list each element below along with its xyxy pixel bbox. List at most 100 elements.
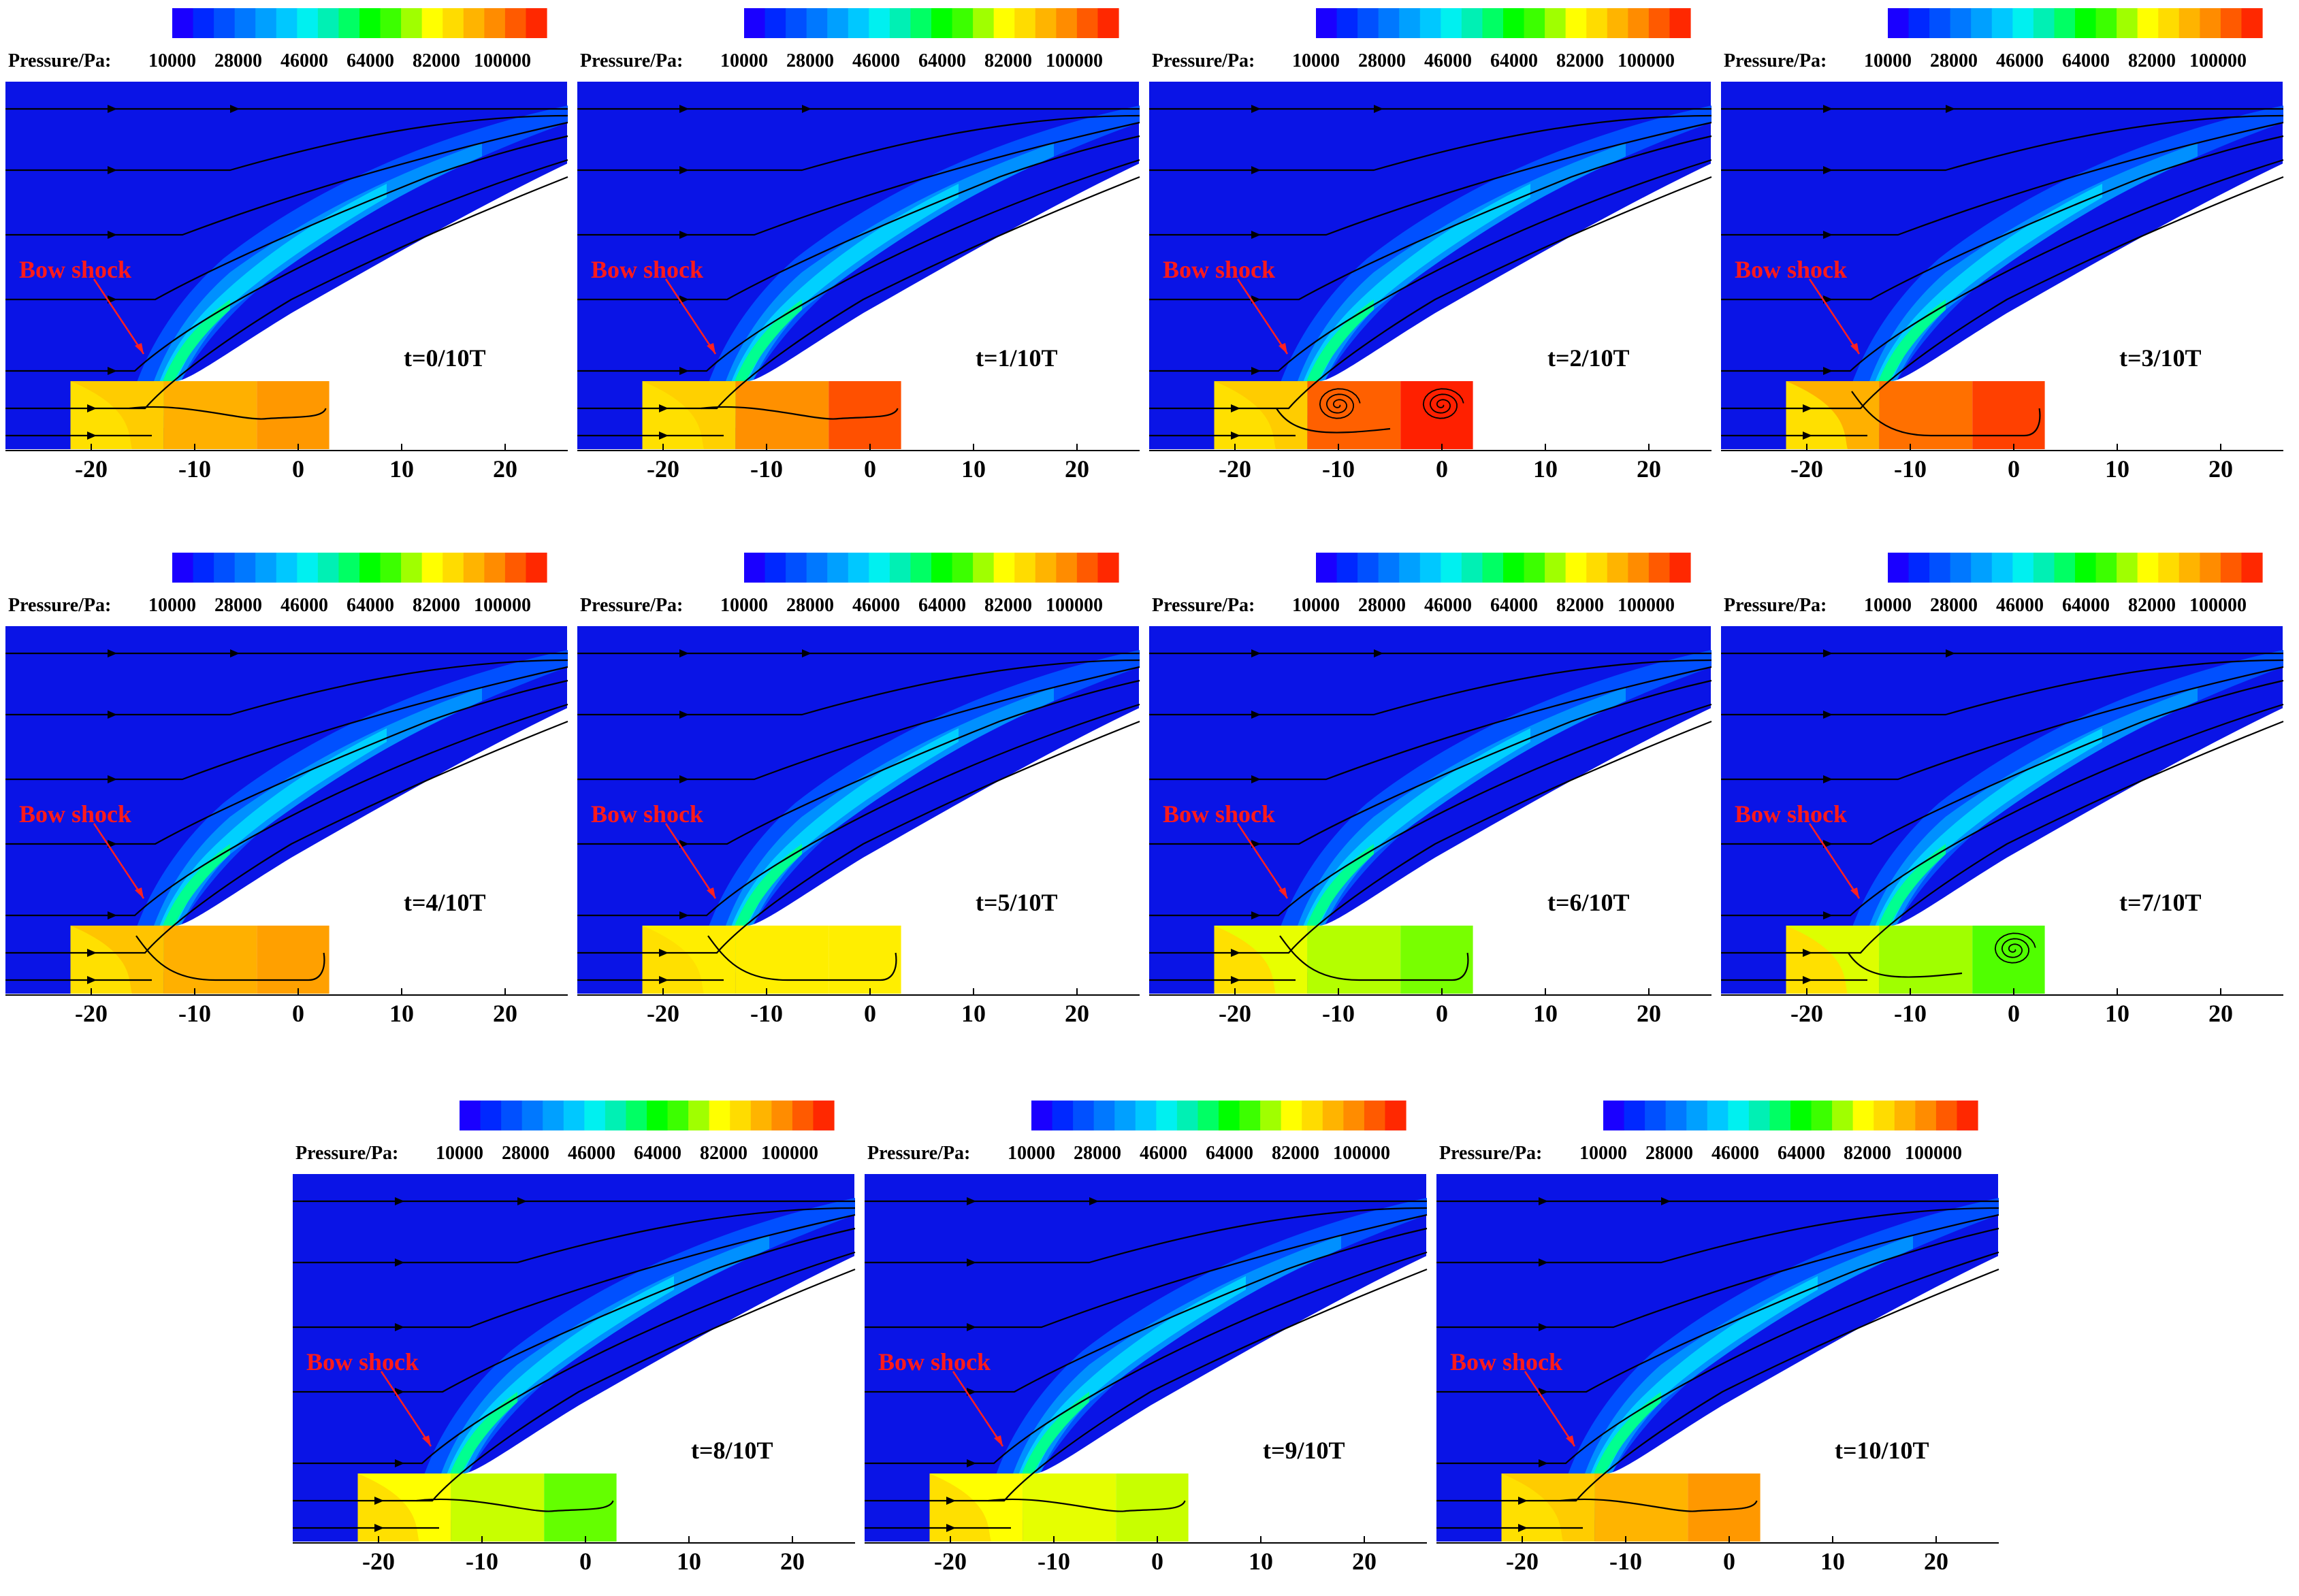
bow-shock-arrow	[93, 823, 145, 899]
contour-plot	[1721, 8, 2284, 451]
streamline	[1721, 135, 2284, 301]
colorbar	[172, 8, 547, 38]
colorbar-swatch	[338, 8, 360, 38]
streamline	[5, 121, 568, 236]
streamline-arrow	[1539, 1323, 1548, 1331]
streamline	[1149, 121, 1712, 236]
colorbar-swatch	[359, 8, 381, 38]
streamline-arrow	[659, 949, 669, 957]
colorbar-swatch	[1097, 8, 1119, 38]
streamlines	[577, 108, 1140, 437]
streamline	[1149, 659, 1712, 716]
colorbar-swatch	[1461, 8, 1483, 38]
colorbar-swatch	[1628, 8, 1650, 38]
colorbar-swatch	[1056, 553, 1078, 583]
bow-shock-arrowhead	[1279, 343, 1287, 354]
streamline-arrow	[1518, 1524, 1528, 1532]
colorbar-swatch	[744, 8, 766, 38]
streamline	[577, 159, 1140, 372]
shock-layer-band	[1282, 143, 1626, 449]
body-wall	[1319, 708, 1711, 994]
colorbar-swatch	[1385, 1101, 1406, 1130]
streamline-arrow	[1089, 1197, 1099, 1205]
colorbar-swatch	[1135, 1101, 1157, 1130]
streamline-arrow	[1803, 949, 1812, 957]
colorbar-swatch	[709, 1101, 730, 1130]
streamline	[293, 1227, 856, 1393]
stagnation-zone	[1501, 1473, 1563, 1542]
colorbar-swatch	[526, 8, 547, 38]
stagnation-zone	[642, 926, 704, 994]
colorbar-swatch	[1260, 1101, 1282, 1130]
streamline-arrow	[679, 649, 689, 657]
streamline-arrow	[1231, 431, 1240, 440]
streamline-arrow	[946, 1497, 956, 1505]
colorbar-swatch	[889, 553, 912, 583]
contour-panel: Pressure/Pa: 10000 28000 46000 64000 82000 100…	[293, 1092, 865, 1596]
colorbar	[172, 553, 547, 583]
colorbar-swatch	[1852, 1101, 1874, 1130]
colorbar-swatch	[1073, 1101, 1095, 1130]
streamline	[865, 1214, 1428, 1329]
streamline-arrow	[395, 1459, 404, 1467]
streamline-arrow	[1251, 295, 1261, 304]
cavity-pressure-zone	[1879, 381, 1973, 449]
colorbar-swatch	[1097, 553, 1119, 583]
colorbar-swatch	[1281, 1101, 1302, 1130]
colorbar-swatch	[1052, 1101, 1074, 1130]
streamline-arrow	[1539, 1388, 1548, 1396]
streamline-arrow	[108, 775, 117, 783]
colorbar-swatch	[910, 553, 932, 583]
colorbar-swatch	[484, 553, 506, 583]
contour-panel: Pressure/Pa: 10000 28000 46000 64000 82000 100…	[1721, 0, 2293, 504]
streamline-arrow	[679, 775, 689, 783]
streamline-arrow	[1823, 775, 1833, 783]
streamline	[1721, 659, 2284, 716]
cavity-streamline	[988, 1498, 1186, 1512]
streamline	[1149, 720, 1712, 954]
colorbar-swatch	[172, 553, 194, 583]
colorbar	[1031, 1101, 1406, 1130]
colorbar-swatch	[750, 1101, 772, 1130]
colorbar-swatch	[1503, 553, 1525, 583]
colorbar-swatch	[463, 8, 485, 38]
streamline	[577, 114, 1140, 172]
shock-layer-band	[138, 143, 482, 449]
colorbar-swatch	[813, 1101, 835, 1130]
colorbar-swatch	[2158, 8, 2180, 38]
bow-shock-arrowhead	[422, 1435, 431, 1446]
colorbar-swatch	[193, 553, 214, 583]
streamline-arrow	[1823, 367, 1833, 375]
bow-shock-arrowhead	[135, 887, 144, 898]
streamline	[865, 1207, 1428, 1264]
contour-plot	[293, 1101, 856, 1544]
colorbar-swatch	[1935, 1101, 1958, 1130]
streamline-arrow	[967, 1388, 976, 1396]
colorbar-swatch	[931, 8, 953, 38]
streamline-arrow	[1823, 231, 1833, 239]
bow-shock-arrowhead	[1566, 1435, 1575, 1446]
streamlines	[5, 108, 568, 437]
shock-layer-band	[1282, 687, 1626, 994]
colorbar-swatch	[1441, 553, 1462, 583]
streamline-arrow	[967, 1459, 976, 1467]
colorbar-swatch	[771, 1101, 793, 1130]
body-wall	[1607, 1256, 1999, 1542]
streamline-arrow	[1539, 1258, 1548, 1267]
colorbar-swatch	[504, 553, 527, 583]
colorbar-swatch	[1014, 553, 1036, 583]
colorbar-swatch	[1076, 553, 1099, 583]
streamline	[865, 1268, 1428, 1502]
streamline-arrow	[1823, 711, 1833, 719]
colorbar-swatch	[786, 553, 807, 583]
colorbar	[1603, 1101, 1978, 1130]
cavity-pressure-zone	[1400, 381, 1473, 449]
streamline	[1721, 666, 2284, 781]
colorbar-swatch	[1669, 553, 1691, 583]
streamline	[1149, 679, 1712, 845]
streamline	[1149, 703, 1712, 917]
cavity-streamline	[1848, 952, 1963, 978]
stagnation-zone	[70, 381, 132, 449]
bow-shock-arrow	[952, 1371, 1004, 1447]
colorbar-swatch	[1628, 553, 1650, 583]
